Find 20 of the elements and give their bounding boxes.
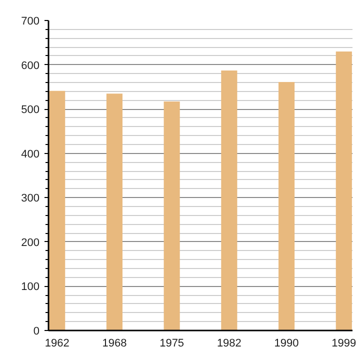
x-tick-label: 1999	[332, 338, 356, 350]
x-tick-label: 1982	[216, 338, 242, 350]
y-tick-label: 100	[21, 281, 40, 294]
bar	[336, 52, 352, 330]
y-tick-label: 200	[21, 236, 40, 249]
y-tick-label: 600	[21, 60, 40, 72]
y-tick-label: 500	[21, 104, 40, 116]
y-tick-label: 300	[21, 192, 40, 205]
y-tick-label: 700	[21, 16, 40, 28]
bar	[278, 82, 295, 330]
x-tick-label: 1990	[274, 338, 299, 350]
x-tick-label: 1968	[102, 338, 127, 350]
x-tick-label: 1975	[160, 338, 184, 350]
bar	[106, 94, 122, 330]
bar	[49, 90, 66, 330]
y-tick-label: 0	[33, 326, 40, 338]
x-tick-label: 1962	[44, 338, 70, 350]
bar	[221, 70, 238, 330]
bar	[164, 102, 180, 330]
y-tick-label: 400	[21, 148, 40, 160]
